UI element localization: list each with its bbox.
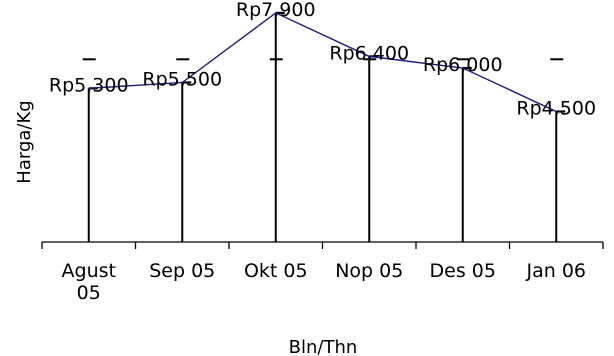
data-label: Rp4.500	[516, 98, 596, 120]
data-label: Rp6.000	[423, 54, 503, 76]
data-labels: Rp5.300 Rp5.500 Rp7.900 Rp6.400 Rp6.000 Rp4.5…	[49, 0, 596, 120]
data-label: Rp5.500	[142, 69, 222, 91]
category-label: Sep 05	[149, 260, 215, 282]
x-axis-ticks	[41, 242, 604, 249]
category-label: Agust 05	[62, 260, 116, 304]
data-label: Rp6.400	[329, 42, 409, 64]
price-series-line	[88, 12, 557, 113]
x-axis-title: Bln/Thn	[289, 337, 358, 356]
category-label: Nop 05	[335, 260, 403, 282]
category-label: Okt 05	[244, 260, 308, 282]
data-label: Rp7.900	[236, 0, 316, 21]
data-label: Rp5.300	[49, 74, 129, 96]
category-label: Des 05	[430, 260, 496, 282]
drop-lines	[87, 12, 558, 242]
category-label: Jan 06	[525, 260, 586, 282]
y-axis-title: Harga/Kg	[14, 100, 35, 183]
category-labels: Agust 05 Sep 05 Okt 05 Nop 05 Des 05 Jan 06	[62, 260, 586, 304]
